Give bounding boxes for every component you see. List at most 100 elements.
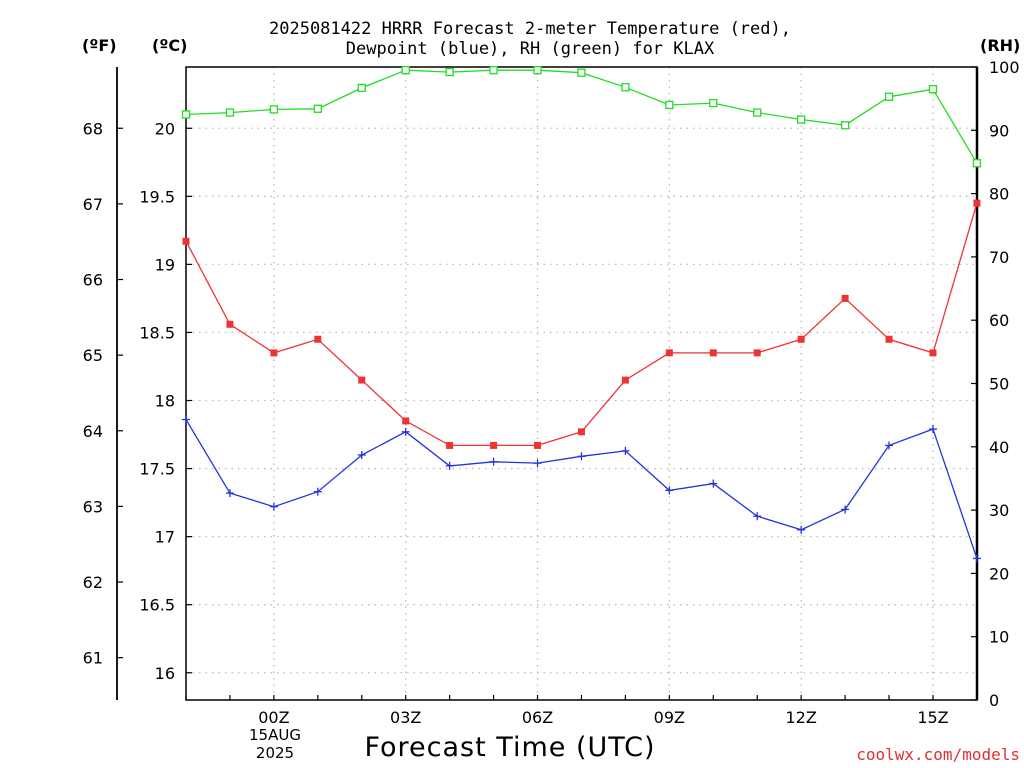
- dewpoint-point: [269, 502, 278, 511]
- plot-frame: [185, 66, 978, 701]
- rh-tick-label: 0: [989, 691, 999, 710]
- x-tick-label: 03Z: [390, 708, 421, 727]
- x-tick-label: 15Z: [917, 708, 948, 727]
- dewpoint-point: [401, 427, 410, 436]
- rh-axis-unit: (RH): [980, 36, 1021, 55]
- tick-labels-layer: 16 16.5 17 17.5 18 18.5 19 19.5 20 61 62 63 64 65 66 67…: [83, 58, 1020, 727]
- temperature-point: [753, 349, 761, 357]
- chart-title-line-1: 2025081422 HRRR Forecast 2-meter Tempera…: [269, 19, 791, 39]
- dewpoint-point: [841, 505, 850, 514]
- rh-point: [181, 110, 191, 119]
- dewpoint-point: [753, 512, 762, 521]
- rh-tick-label: 10: [989, 628, 1009, 647]
- celsius-tick-label: 16: [155, 664, 175, 683]
- rh-point: [225, 108, 235, 117]
- rh-point: [533, 66, 542, 75]
- rh-point: [445, 67, 454, 77]
- rh-point: [840, 121, 850, 130]
- fahrenheit-tick-label: 67: [83, 195, 103, 214]
- celsius-axis-unit: (ºC): [152, 36, 188, 55]
- fahrenheit-tick-label: 66: [83, 271, 103, 290]
- temperature-point: [841, 294, 849, 302]
- rh-line: [185, 69, 978, 164]
- temperature-point: [577, 428, 585, 436]
- temperature-line: [185, 202, 978, 447]
- axes-layer: [116, 66, 979, 701]
- dewpoint-point: [621, 446, 630, 455]
- rh-point: [884, 92, 894, 101]
- rh-tick-label: 60: [989, 311, 1009, 330]
- temperature-point: [621, 376, 629, 384]
- rh-point: [357, 83, 366, 93]
- celsius-tick-label: 17: [155, 528, 175, 547]
- dewpoint-point: [225, 489, 234, 498]
- dewpoint-line: [185, 419, 978, 559]
- celsius-tick-label: 20: [155, 119, 175, 138]
- celsius-tick-label: 19: [155, 255, 175, 274]
- fahrenheit-axis-unit: (ºF): [82, 36, 117, 55]
- x-axis-label: Forecast Time (UTC): [364, 732, 656, 763]
- rh-point: [577, 68, 586, 77]
- dewpoint-point: [665, 486, 674, 495]
- rh-tick-label: 30: [989, 501, 1009, 520]
- fahrenheit-tick-label: 61: [83, 649, 103, 668]
- temperature-point: [797, 335, 805, 343]
- dewpoint-point: [313, 487, 322, 496]
- rh-point: [401, 66, 410, 75]
- temperature-point: [446, 441, 454, 449]
- rh-tick-label: 80: [989, 185, 1009, 204]
- temperature-point: [885, 335, 893, 343]
- x-date-line-1: 15AUG: [249, 726, 301, 744]
- temperature-point: [973, 199, 981, 207]
- rh-point: [665, 100, 674, 110]
- x-date-line-2: 2025: [255, 744, 295, 762]
- dewpoint-point: [445, 461, 454, 470]
- celsius-tick-label: 16.5: [139, 596, 175, 615]
- rh-tick-label: 50: [989, 375, 1009, 394]
- rh-point: [928, 85, 938, 94]
- x-tick-label: 09Z: [654, 708, 685, 727]
- temperature-point: [182, 237, 190, 245]
- fahrenheit-tick-label: 63: [83, 497, 103, 516]
- rh-tick-label: 70: [989, 248, 1009, 267]
- temperature-point: [402, 417, 410, 425]
- fahrenheit-tick-label: 68: [83, 119, 103, 138]
- rh-point: [313, 104, 322, 113]
- celsius-tick-label: 19.5: [139, 187, 175, 206]
- rh-point: [797, 115, 806, 124]
- temperature-point: [665, 349, 673, 357]
- dewpoint-point: [928, 425, 937, 434]
- dewpoint-point: [489, 457, 498, 466]
- celsius-tick-label: 17.5: [139, 460, 175, 479]
- rh-point: [709, 98, 718, 108]
- credit-text: coolwx.com/models: [856, 745, 1020, 764]
- temperature-point: [314, 335, 322, 343]
- chart-title-line-2: Dewpoint (blue), RH (green) for KLAX: [345, 39, 715, 59]
- rh-tick-label: 90: [989, 121, 1009, 140]
- rh-point: [972, 159, 982, 168]
- fahrenheit-tick-label: 64: [83, 422, 103, 441]
- series-layer: [181, 66, 982, 563]
- temperature-point: [226, 320, 234, 328]
- dewpoint-point: [797, 525, 806, 534]
- temperature-point: [709, 349, 717, 357]
- dewpoint-point: [577, 452, 586, 461]
- temperature-point: [270, 349, 278, 357]
- rh-point: [489, 66, 498, 75]
- celsius-tick-label: 18: [155, 392, 175, 411]
- temperature-point: [929, 349, 937, 357]
- rh-point: [621, 83, 630, 92]
- grid-layer: [186, 67, 977, 700]
- fahrenheit-tick-label: 65: [83, 346, 103, 365]
- celsius-tick-label: 18.5: [139, 323, 175, 342]
- dewpoint-point: [182, 415, 190, 424]
- rh-point: [753, 108, 762, 117]
- temperature-point: [490, 441, 498, 449]
- x-tick-label: 00Z: [258, 708, 289, 727]
- dewpoint-point: [709, 479, 718, 488]
- x-tick-label: 12Z: [785, 708, 816, 727]
- temperature-point: [534, 441, 542, 449]
- x-tick-label: 06Z: [522, 708, 553, 727]
- dewpoint-point: [972, 554, 981, 563]
